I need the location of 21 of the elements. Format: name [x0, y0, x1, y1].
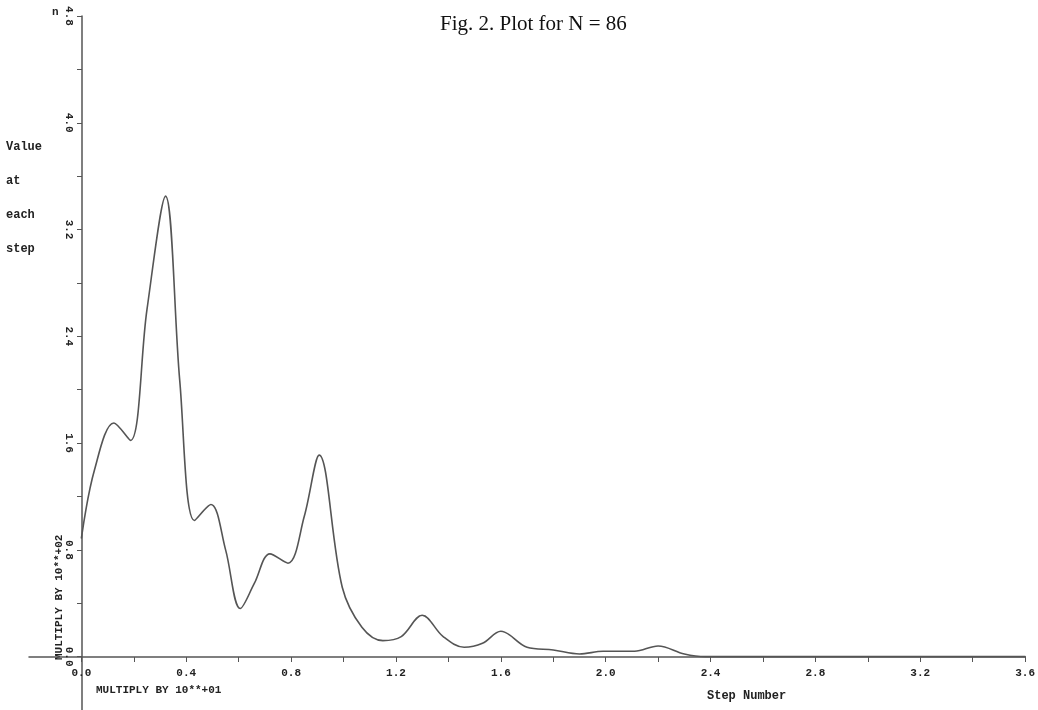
- y-tick-label: 3.2: [62, 219, 75, 240]
- text: Value at each step: [6, 140, 43, 256]
- x-tick-label: 0.4: [176, 666, 197, 679]
- x-tick-label: 0.8: [281, 666, 302, 679]
- chart-title: Fig. 2. Plot for N = 86: [440, 10, 627, 35]
- x-tick-label: 2.4: [700, 666, 721, 679]
- x-tick-label: 2.0: [595, 666, 616, 679]
- x-axis-title: Step Number: [707, 689, 787, 703]
- y-tick-label: 2.4: [62, 326, 75, 347]
- x-tick-label: 1.2: [386, 666, 406, 679]
- annotation: MULTIPLY BY 10**+01: [96, 683, 222, 696]
- x-tick-label: 3.6: [1015, 666, 1035, 679]
- x-tick-label: 2.8: [805, 666, 826, 679]
- x-tick-label: 3.2: [910, 666, 931, 679]
- y-tick-label: 1.6: [62, 433, 75, 453]
- annotation: n: [52, 5, 59, 18]
- x-tick-label: 1.6: [490, 666, 511, 679]
- y-tick-label: 0.8: [62, 539, 75, 561]
- y-tick-label: 4.0: [62, 112, 75, 133]
- y-tick-label: 4.8: [62, 6, 75, 27]
- annotation: MULTIPLY BY 10**+02: [52, 534, 65, 660]
